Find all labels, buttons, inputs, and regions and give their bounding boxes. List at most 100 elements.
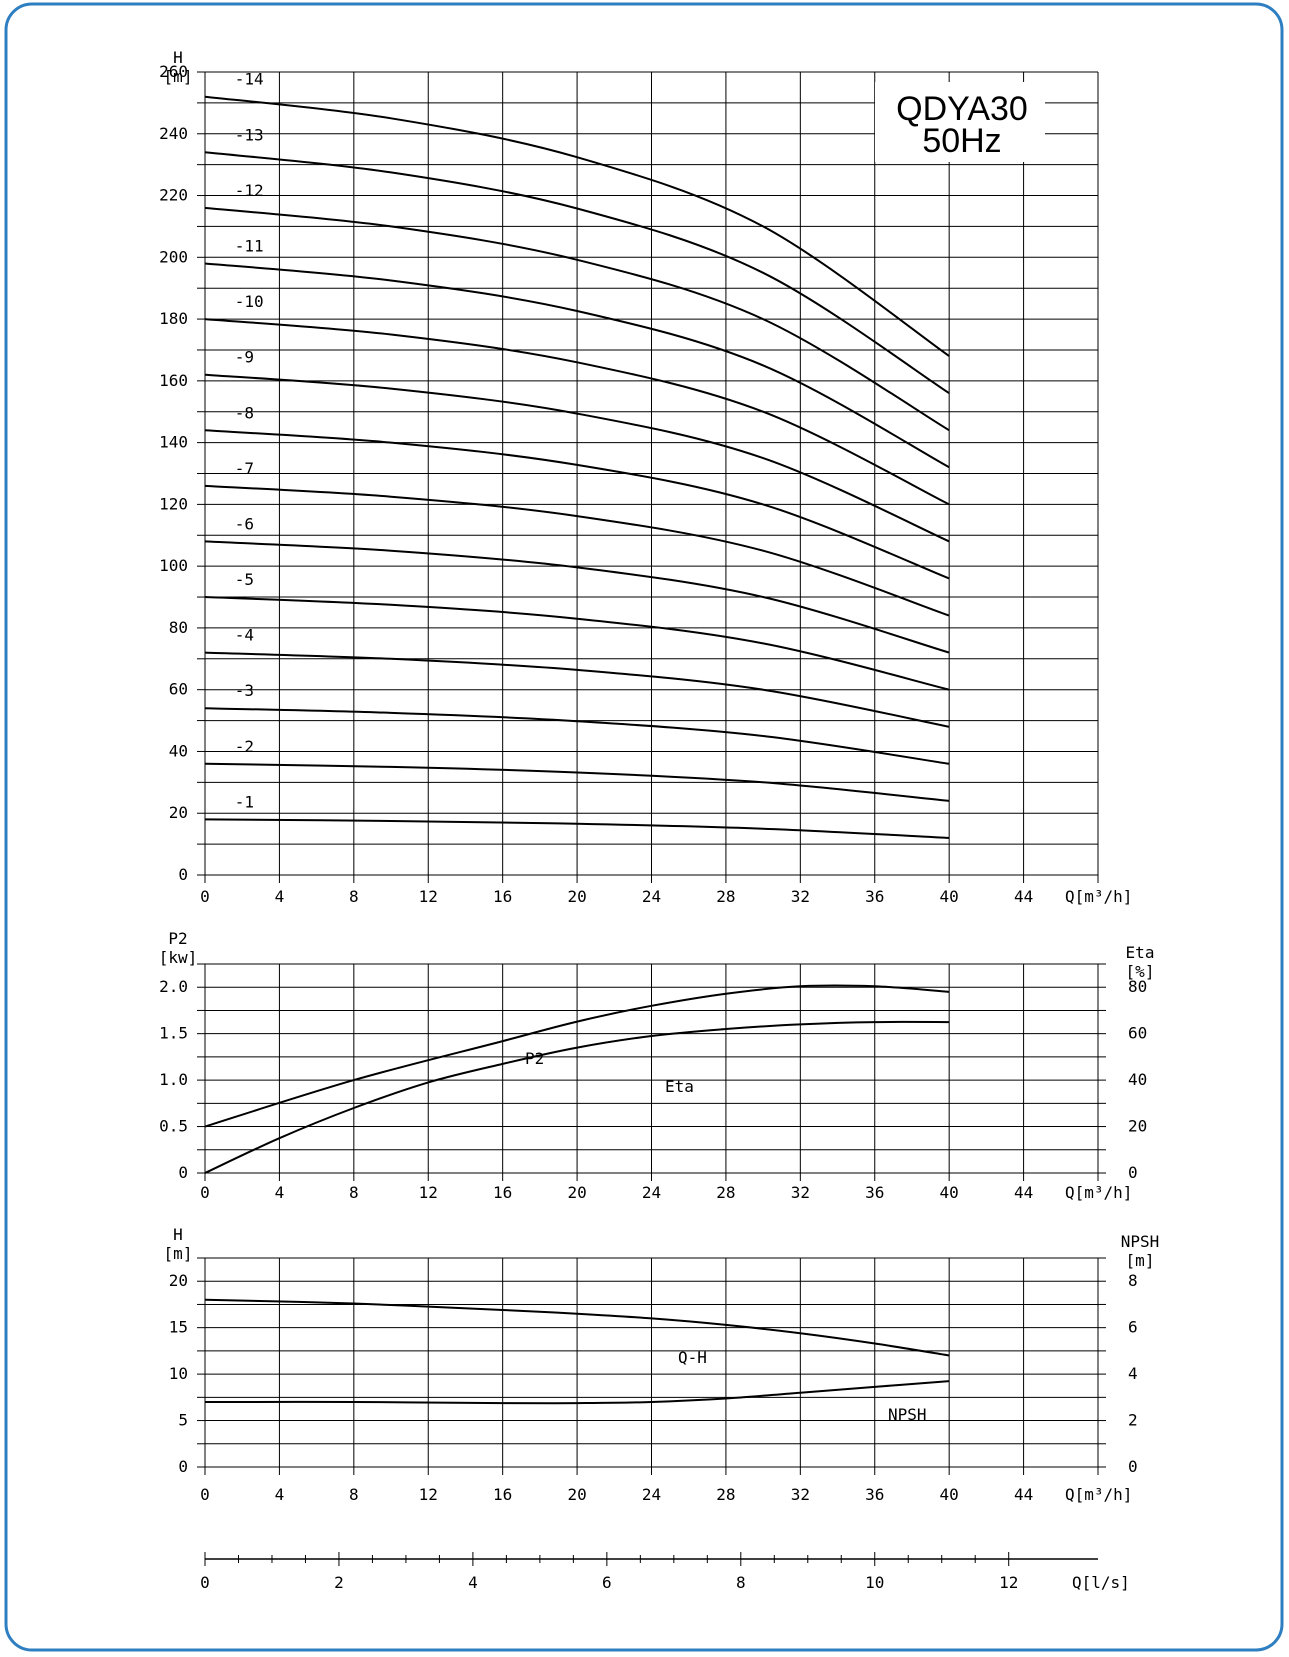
head-grid	[197, 71, 1099, 883]
head-curve	[204, 206, 950, 432]
npsh-y-unit: [m]	[1126, 1251, 1155, 1270]
head-y-tick-label: 20	[169, 803, 188, 822]
qh-y-tick-label: 20	[169, 1271, 188, 1290]
power-x-tick-labels: 0 4 8 12 16 20 24 28 32 36 40 44	[200, 1183, 1033, 1202]
head-curve-label: -1	[235, 792, 254, 811]
head-y-tick-label: 160	[159, 371, 188, 390]
head-curves-panel: -1-2-3-4-5-6-7-8-9-10-11-12-13-14 020406…	[159, 48, 1132, 906]
npsh-x-tick-label: 44	[1014, 1485, 1033, 1504]
head-curves	[204, 95, 950, 839]
p2-curve	[204, 984, 950, 1128]
power-x-tick-label: 28	[716, 1183, 735, 1202]
npsh-x-tick-label: 0	[200, 1485, 210, 1504]
flow-ls-tick-label: 4	[468, 1573, 478, 1592]
power-x-tick-label: 4	[275, 1183, 285, 1202]
qh-y-label: H	[173, 1225, 183, 1244]
power-x-tick-label: 20	[567, 1183, 586, 1202]
head-y-unit: [m]	[164, 67, 193, 86]
head-y-tick-label: 120	[159, 494, 188, 513]
flow-ls-tick-label: 10	[865, 1573, 884, 1592]
head-x-tick-label: 20	[567, 887, 586, 906]
page-border	[4, 2, 1284, 1652]
npsh-x-tick-label: 40	[940, 1485, 959, 1504]
head-x-tick-label: 16	[493, 887, 512, 906]
flow-ls-axis: 0 2 4 6 8 10 12 Q[l/s]	[200, 1552, 1130, 1592]
power-y-tick-labels: 0 0.5 1.0 1.5 2.0	[159, 977, 188, 1182]
power-y-tick-label: 0	[178, 1163, 188, 1182]
npsh-x-tick-label: 24	[642, 1485, 661, 1504]
power-x-tick-label: 16	[493, 1183, 512, 1202]
chart-subtitle: 50Hz	[922, 122, 1001, 160]
head-curve-label: -11	[235, 236, 264, 255]
qh-curve	[204, 1298, 950, 1357]
efficiency-y-tick-label: 20	[1128, 1117, 1147, 1136]
head-y-tick-label: 40	[169, 741, 188, 760]
qh-curve-label: Q-H	[678, 1348, 707, 1367]
flow-ls-tick-label: 6	[602, 1573, 612, 1592]
npsh-x-tick-label: 32	[791, 1485, 810, 1504]
npsh-y-tick-label: 4	[1128, 1364, 1138, 1383]
power-x-tick-label: 8	[349, 1183, 359, 1202]
head-curve-label: -13	[235, 125, 264, 144]
power-x-tick-label: 32	[791, 1183, 810, 1202]
qh-y-tick-label: 10	[169, 1364, 188, 1383]
head-x-tick-label: 40	[940, 887, 959, 906]
head-curve	[204, 484, 950, 617]
efficiency-y-label: Eta	[1126, 943, 1155, 962]
head-y-tick-label: 260	[159, 62, 188, 81]
npsh-curve	[204, 1380, 950, 1405]
head-x-tick-label: 32	[791, 887, 810, 906]
head-curve	[204, 596, 950, 691]
head-x-tick-label: 8	[349, 887, 359, 906]
head-x-tick-label: 44	[1014, 887, 1033, 906]
eta-curve	[204, 1020, 950, 1174]
npsh-x-tick-label: 4	[275, 1485, 285, 1504]
head-curve	[204, 429, 950, 580]
power-x-tick-label: 0	[200, 1183, 210, 1202]
power-x-tick-label: 40	[940, 1183, 959, 1202]
eta-curve-label: Eta	[665, 1077, 694, 1096]
npsh-curves	[204, 1298, 950, 1405]
power-x-tick-label: 12	[419, 1183, 438, 1202]
power-x-tick-label: 44	[1014, 1183, 1033, 1202]
head-x-tick-label: 0	[200, 887, 210, 906]
head-x-tick-label: 28	[716, 887, 735, 906]
head-curve	[204, 318, 950, 506]
power-efficiency-curves	[204, 984, 950, 1174]
chart-title: QDYA30	[896, 90, 1028, 128]
head-y-tick-label: 180	[159, 309, 188, 328]
npsh-y-tick-label: 2	[1128, 1411, 1138, 1430]
npsh-x-tick-label: 8	[349, 1485, 359, 1504]
flow-ls-label: Q[l/s]	[1072, 1573, 1130, 1592]
head-curve-label: -14	[235, 70, 264, 89]
head-curve	[204, 651, 950, 728]
head-y-tick-label: 60	[169, 680, 188, 699]
head-curve	[204, 540, 950, 654]
flow-ls-tick-label: 12	[999, 1573, 1018, 1592]
head-x-tick-labels: 0 4 8 12 16 20 24 28 32 36 40 44	[200, 887, 1033, 906]
head-curve-label: -2	[235, 737, 254, 756]
head-curve-label: -3	[235, 681, 254, 700]
power-y-tick-label: 1.0	[159, 1070, 188, 1089]
npsh-x-tick-label: 36	[865, 1485, 884, 1504]
title-box	[875, 82, 1045, 162]
power-y-tick-label: 0.5	[159, 1117, 188, 1136]
head-curve-labels: -1 -2 -3 -4 -5 -6 -7 -8 -9 -10 -11 -12 -13 -14	[235, 70, 264, 812]
efficiency-y-unit: [%]	[1126, 962, 1155, 981]
npsh-y-label: NPSH	[1121, 1232, 1160, 1251]
power-x-tick-label: 24	[642, 1183, 661, 1202]
head-curve	[204, 373, 950, 543]
head-curve-label: -7	[235, 459, 254, 478]
p2-curve-label: P2	[525, 1049, 544, 1068]
head-x-tick-label: 12	[419, 887, 438, 906]
head-y-tick-label: 200	[159, 247, 188, 266]
head-y-tick-label: 220	[159, 186, 188, 205]
npsh-x-tick-label: 28	[716, 1485, 735, 1504]
head-x-label: Q[m³/h]	[1065, 887, 1132, 906]
efficiency-y-tick-label: 0	[1128, 1163, 1138, 1182]
head-curve-label: -12	[235, 181, 264, 200]
head-x-tick-label: 4	[275, 887, 285, 906]
head-y-tick-label: 100	[159, 556, 188, 575]
head-x-tick-label: 36	[865, 887, 884, 906]
efficiency-y-tick-labels: 0 20 40 60 80	[1128, 977, 1147, 1182]
